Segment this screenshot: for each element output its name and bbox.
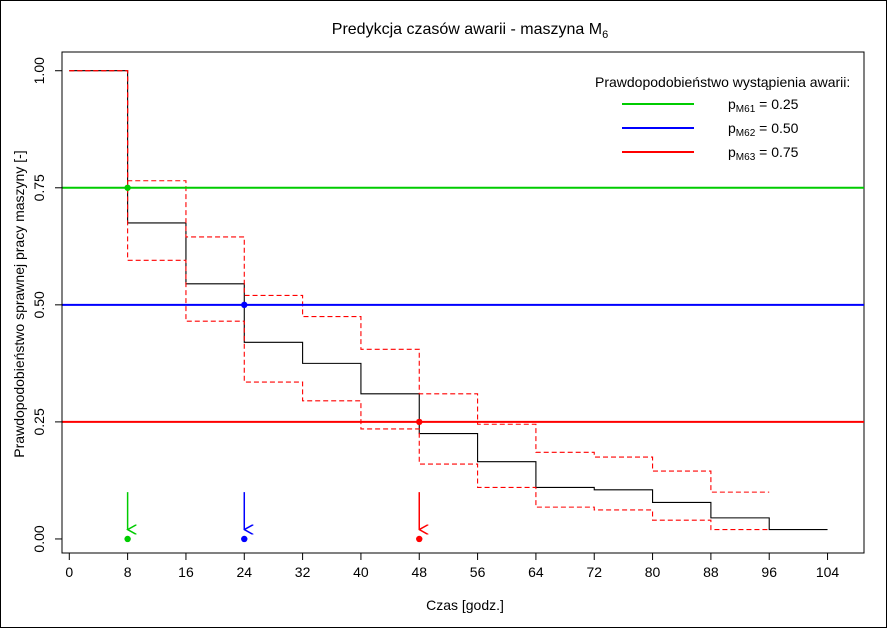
y-axis: 0.00 0.25 0.50 0.75 1.00: [31, 57, 63, 553]
y-axis-label: Prawdopodobieństwo sprawnej pracy maszyn…: [11, 150, 27, 457]
y-tick-label: 0.75: [31, 174, 47, 201]
lower-confidence-bound: [69, 70, 770, 531]
y-tick-label: 0.25: [31, 408, 47, 435]
intersection-point-green: [124, 184, 131, 191]
legend-label: pM61 = 0.25: [728, 96, 799, 115]
chart-title: Predykcja czasów awarii - maszyna M6: [332, 21, 608, 41]
failure-time-point-red: [416, 535, 423, 543]
x-tick-label: 72: [586, 564, 602, 580]
x-tick-label: 104: [816, 564, 840, 580]
intersection-point-blue: [241, 301, 248, 309]
upper-confidence-bound: [69, 70, 770, 493]
x-axis: 0 8 16 24 32 40 48 56 64 72 80 88 96 104: [65, 552, 840, 580]
x-tick-label: 24: [236, 564, 252, 580]
x-tick-label: 8: [124, 564, 132, 580]
survival-curve: [69, 70, 828, 531]
legend-title: Prawdopodobieństwo wystąpienia awarii:: [595, 74, 850, 90]
y-tick-label: 1.00: [31, 57, 47, 84]
y-tick-label: 0.00: [31, 525, 47, 552]
failure-time-point-blue: [241, 535, 248, 543]
legend-label: pM63 = 0.75: [728, 144, 799, 163]
x-tick-label: 80: [645, 564, 661, 580]
x-tick-label: 88: [703, 564, 719, 580]
legend-label: pM62 = 0.50: [728, 120, 799, 139]
markers-layer: [124, 184, 423, 543]
x-tick-label: 56: [470, 564, 486, 580]
x-tick-label: 40: [353, 564, 369, 580]
threshold-lines-layer: [62, 186, 864, 423]
x-tick-label: 0: [65, 564, 73, 580]
x-tick-label: 48: [411, 564, 427, 580]
x-tick-label: 16: [178, 564, 194, 580]
x-tick-label: 64: [528, 564, 544, 580]
x-tick-label: 96: [761, 564, 777, 580]
legend: Prawdopodobieństwo wystąpienia awarii: p…: [595, 74, 850, 163]
failure-time-point-green: [124, 535, 131, 543]
x-axis-label: Czas [godz.]: [426, 597, 504, 613]
chart-title-subscript: 6: [602, 29, 608, 41]
x-tick-label: 32: [295, 564, 311, 580]
step-series-layer: [69, 70, 828, 531]
intersection-point-red: [416, 418, 423, 426]
y-tick-label: 0.50: [31, 291, 47, 318]
